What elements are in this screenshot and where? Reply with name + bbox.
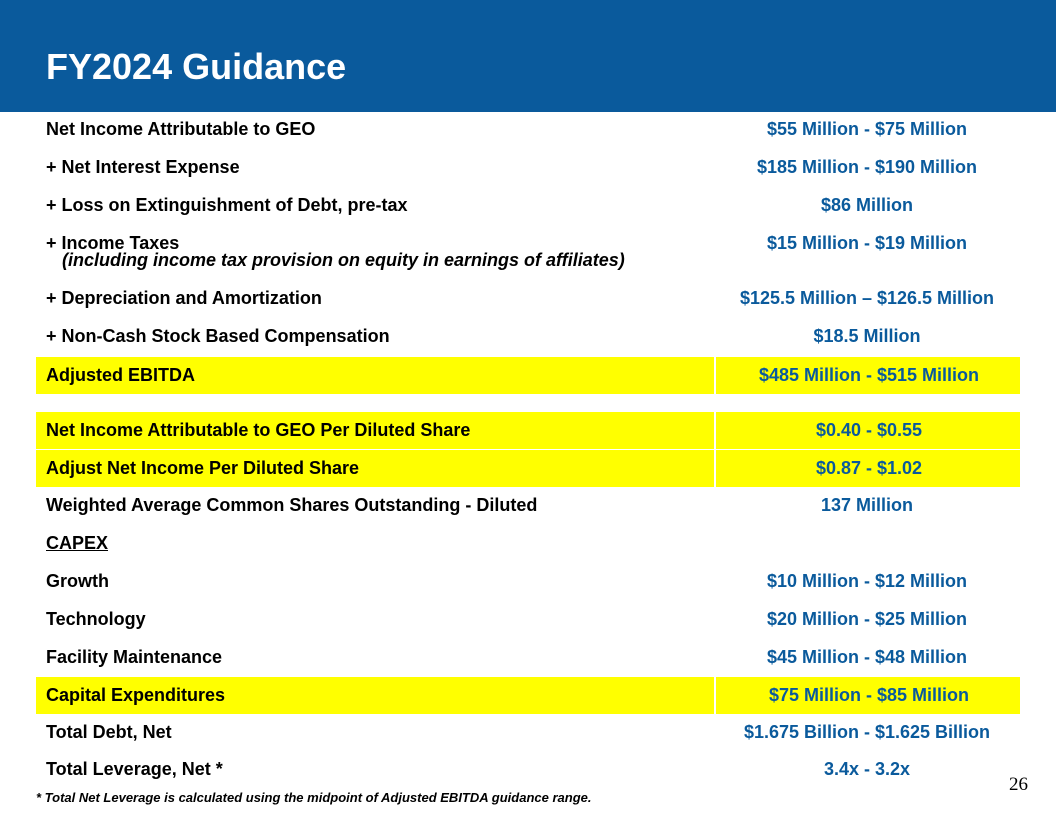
row-value: $86 Million <box>820 195 914 215</box>
row-label: Net Income Attributable to GEO Per Dilut… <box>46 420 471 440</box>
footnote: * Total Net Leverage is calculated using… <box>36 790 592 805</box>
row-label: Facility Maintenance <box>46 647 223 667</box>
row-value: 3.4x - 3.2x <box>823 759 911 779</box>
table-row: Total Leverage, Net * 3.4x - 3.2x <box>36 751 1020 788</box>
row-label: Net Income Attributable to GEO <box>46 119 316 139</box>
header-bar: FY2024 Guidance <box>0 0 1056 112</box>
table-row: Weighted Average Common Shares Outstandi… <box>36 487 1020 524</box>
row-label: + Income Taxes <box>46 233 180 253</box>
row-label: + Loss on Extinguishment of Debt, pre-ta… <box>46 195 408 215</box>
row-value: $15 Million - $19 Million <box>766 233 968 253</box>
row-value: $55 Million - $75 Million <box>766 119 968 139</box>
table-row: Facility Maintenance $45 Million - $48 M… <box>36 639 1020 676</box>
row-value: $485 Million - $515 Million <box>714 357 1022 394</box>
row-label: + Non-Cash Stock Based Compensation <box>46 326 390 346</box>
table-row: CAPEX <box>36 525 1020 562</box>
capex-heading: CAPEX <box>46 533 109 553</box>
highlighted-row: Adjust Net Income Per Diluted Share $0.8… <box>36 450 1020 487</box>
highlighted-row: Capital Expenditures $75 Million - $85 M… <box>36 677 1020 714</box>
row-sublabel: (including income tax provision on equit… <box>62 250 625 270</box>
row-value: $75 Million - $85 Million <box>714 677 1022 714</box>
row-label: Total Debt, Net <box>46 722 172 742</box>
row-label: Adjusted EBITDA <box>46 365 196 385</box>
row-value: $1.675 Billion - $1.625 Billion <box>743 722 991 742</box>
row-label: Growth <box>46 571 109 591</box>
table-row: Growth $10 Million - $12 Million <box>36 563 1020 600</box>
row-value: $45 Million - $48 Million <box>766 647 968 667</box>
row-value: 137 Million <box>820 495 914 515</box>
page-number: 26 <box>1009 774 1028 795</box>
row-label: + Net Interest Expense <box>46 157 240 177</box>
table-row: + Loss on Extinguishment of Debt, pre-ta… <box>36 187 1020 224</box>
row-label: Technology <box>46 609 146 629</box>
row-value: $18.5 Million <box>813 326 921 346</box>
page-title: FY2024 Guidance <box>46 46 347 87</box>
table-row: Total Debt, Net $1.675 Billion - $1.625 … <box>36 714 1020 751</box>
row-label: Adjust Net Income Per Diluted Share <box>46 458 360 478</box>
row-label: + Depreciation and Amortization <box>46 288 322 308</box>
table-row: + Net Interest Expense $185 Million - $1… <box>36 149 1020 186</box>
table-row: Technology $20 Million - $25 Million <box>36 601 1020 638</box>
row-label: Total Leverage, Net * <box>46 759 223 779</box>
highlighted-row: Net Income Attributable to GEO Per Dilut… <box>36 412 1020 449</box>
table-row: + Non-Cash Stock Based Compensation $18.… <box>36 318 1020 355</box>
row-value: $185 Million - $190 Million <box>756 157 978 177</box>
row-value: $0.40 - $0.55 <box>714 412 1022 449</box>
row-value: $10 Million - $12 Million <box>766 571 968 591</box>
row-value: $125.5 Million – $126.5 Million <box>739 288 995 308</box>
table-row: + Income Taxes (including income tax pro… <box>36 225 1020 279</box>
table-row: + Depreciation and Amortization $125.5 M… <box>36 280 1020 317</box>
row-value: $0.87 - $1.02 <box>714 450 1022 487</box>
highlighted-row: Adjusted EBITDA $485 Million - $515 Mill… <box>36 357 1020 394</box>
row-value: $20 Million - $25 Million <box>766 609 968 629</box>
row-label: Capital Expenditures <box>46 685 226 705</box>
row-label: Weighted Average Common Shares Outstandi… <box>46 495 538 515</box>
table-row: Net Income Attributable to GEO $55 Milli… <box>36 111 1020 148</box>
